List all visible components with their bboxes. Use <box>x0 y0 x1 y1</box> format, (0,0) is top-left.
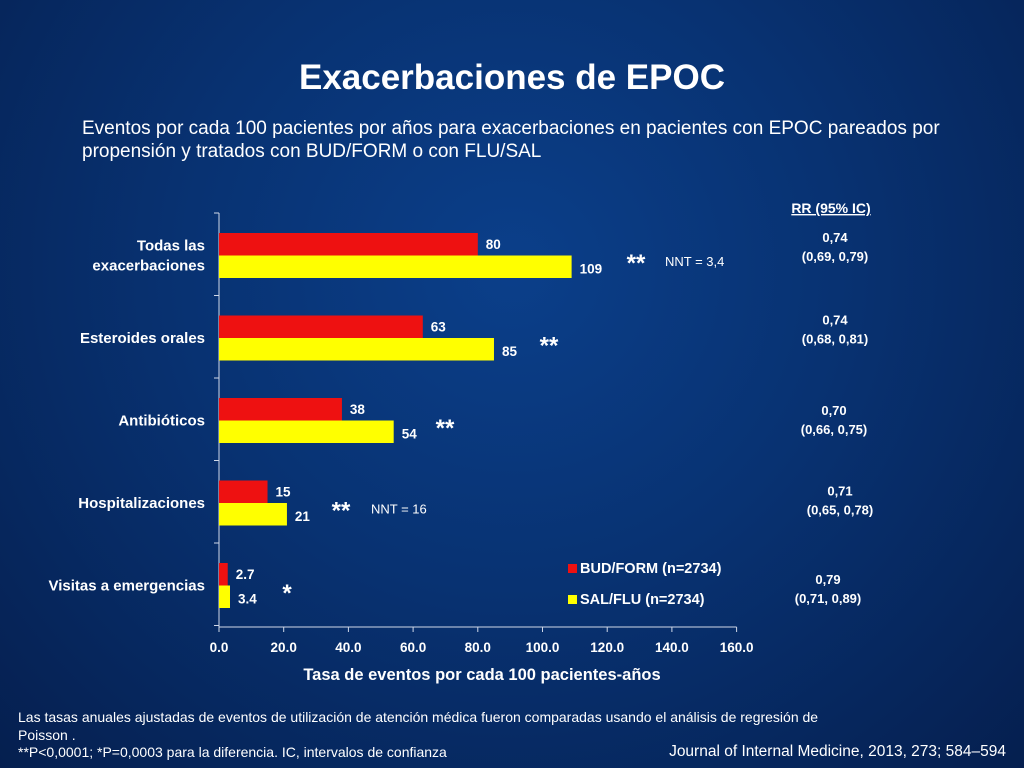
category-label: exacerbaciones <box>92 258 205 275</box>
legend-swatch <box>568 595 577 604</box>
x-tick-label: 160.0 <box>720 640 754 655</box>
x-tick-label: 100.0 <box>526 640 560 655</box>
bar-chart: 0.0 20.0 40.0 60.0 80.0 100.0 120.0 140.0 160.0 T… <box>49 200 874 684</box>
data-label: 38 <box>350 402 366 417</box>
x-axis-title: Tasa de eventos por cada 100 pacientes-a… <box>303 666 660 684</box>
rr-ci: (0,65, 0,78) <box>807 503 874 518</box>
significance-marker: ** <box>332 498 351 525</box>
significance-marker: ** <box>540 333 559 360</box>
rr-header: RR (95% IC) <box>791 200 870 216</box>
legend-label: BUD/FORM (n=2734) <box>580 561 722 577</box>
slide-subtitle: Eventos por cada 100 pacientes por años … <box>82 118 940 162</box>
significance-marker: * <box>282 580 292 607</box>
bar-bud-form <box>219 398 342 421</box>
legend-swatch <box>568 564 577 573</box>
bar-sal-flu <box>219 503 287 526</box>
x-tick-label: 40.0 <box>335 640 361 655</box>
data-label: 21 <box>295 509 311 524</box>
bar-bud-form <box>219 233 478 256</box>
nnt-label: NNT = 3,4 <box>665 254 724 269</box>
data-label: 3.4 <box>238 592 257 607</box>
bar-sal-flu <box>219 338 494 361</box>
significance-marker: ** <box>436 415 455 442</box>
data-label: 109 <box>580 262 603 277</box>
data-label: 63 <box>431 320 447 335</box>
rr-value: 0,74 <box>822 230 848 245</box>
rr-value: 0,74 <box>822 313 848 328</box>
rr-ci: (0,66, 0,75) <box>801 422 868 437</box>
slide-title: Exacerbaciones de EPOC <box>298 58 726 97</box>
x-tick-label: 0.0 <box>210 640 229 655</box>
legend-label: SAL/FLU (n=2734) <box>580 592 705 608</box>
footnote-line-2: **P<0,0001; *P=0,0003 para la diferencia… <box>18 744 447 760</box>
footnote-line-1: Las tasas anuales ajustadas de eventos d… <box>18 709 819 743</box>
category-label: Hospitalizaciones <box>78 495 205 512</box>
rr-ci: (0,68, 0,81) <box>802 332 869 347</box>
data-label: 54 <box>402 427 418 442</box>
bar-sal-flu <box>219 585 230 608</box>
bar-sal-flu <box>219 255 572 278</box>
category-label: Antibióticos <box>118 413 205 430</box>
x-tick-label: 20.0 <box>271 640 297 655</box>
x-tick-label: 60.0 <box>400 640 426 655</box>
bar-bud-form <box>219 563 228 586</box>
data-label: 2.7 <box>236 567 255 582</box>
x-tick-label: 140.0 <box>655 640 689 655</box>
rr-value: 0,70 <box>821 403 846 418</box>
rr-value: 0,79 <box>815 572 840 587</box>
category-label: Esteroides orales <box>80 330 205 347</box>
footnote: Las tasas anuales ajustadas de eventos d… <box>18 709 858 762</box>
category-label: Todas las <box>137 238 205 255</box>
rr-value: 0,71 <box>827 484 852 499</box>
category-label: Visitas a emergencias <box>49 578 206 595</box>
bar-sal-flu <box>219 420 394 443</box>
data-label: 15 <box>276 485 292 500</box>
bar-bud-form <box>219 315 423 338</box>
rr-ci: (0,69, 0,79) <box>802 249 869 264</box>
x-tick-label: 80.0 <box>465 640 491 655</box>
significance-marker: ** <box>627 250 646 277</box>
x-tick-label: 120.0 <box>590 640 624 655</box>
rr-ci: (0,71, 0,89) <box>795 591 862 606</box>
data-label: 85 <box>502 344 518 359</box>
bar-bud-form <box>219 480 268 503</box>
citation: Journal of Internal Medicine, 2013, 273;… <box>669 743 1006 760</box>
nnt-label: NNT = 16 <box>371 502 427 517</box>
data-label: 80 <box>486 237 501 252</box>
